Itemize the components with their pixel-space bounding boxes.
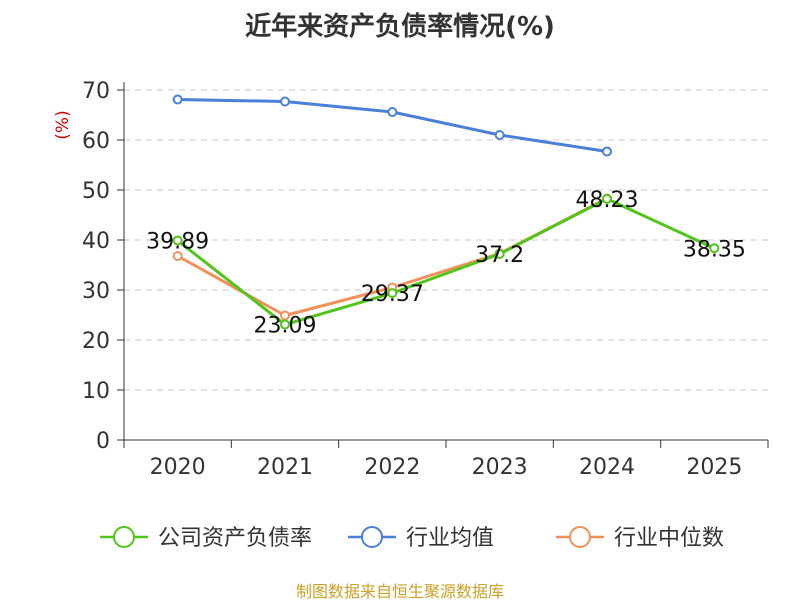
axes: 0 10 20 30 40 50 60 70 (%) 2020 2021 2022 2023 2024 20… (53, 79, 769, 480)
legend-label: 公司资产负债率 (158, 526, 312, 551)
x-tick-label: 2023 (472, 455, 528, 480)
data-label: 48.23 (576, 188, 639, 213)
series-point-1 (387, 107, 398, 117)
x-tick-label: 2024 (579, 455, 635, 480)
line-chart: 0 10 20 30 40 50 60 70 (%) 2020 2021 2022 2023 2024 20… (53, 79, 769, 551)
gridlines (124, 89, 768, 391)
series-point-0 (494, 249, 505, 259)
series-point-0 (709, 243, 720, 254)
series-point-1 (494, 130, 505, 140)
series-point-0 (172, 235, 183, 246)
series-line-0 (176, 197, 715, 327)
series-point-1 (172, 94, 183, 105)
data-source-note: 制图数据来自恒生聚源数据库 (295, 582, 504, 601)
data-label: 39.89 (146, 230, 209, 255)
y-tick-label: 10 (82, 379, 110, 404)
data-label: 37.2 (475, 243, 524, 268)
x-tick-label: 2020 (150, 455, 206, 480)
data-labels: 39.89 23.09 29.37 37.2 48.23 38.35 (146, 188, 746, 339)
legend-marker (569, 526, 591, 548)
legend: 公司资产负债率 行业均值 行业中位数 (100, 526, 724, 551)
legend-label: 行业中位数 (614, 526, 724, 551)
legend-marker (361, 526, 383, 548)
legend-label: 行业均值 (406, 526, 494, 551)
y-tick-label: 60 (82, 129, 110, 154)
series-point-0 (387, 288, 398, 299)
y-axis-label: (%) (53, 110, 73, 139)
x-tick-label: 2025 (686, 455, 742, 480)
y-tick-label: 30 (82, 279, 110, 304)
series-point-1 (280, 96, 290, 107)
y-tick-label: 40 (82, 229, 110, 254)
series-point-2 (280, 310, 290, 321)
x-tick-label: 2022 (364, 455, 420, 480)
data-label: 29.37 (361, 282, 424, 307)
data-label: 38.35 (683, 237, 746, 262)
series-point-0 (280, 319, 290, 330)
x-tick-label: 2021 (257, 455, 313, 480)
legend-marker (113, 526, 135, 548)
y-tick-label: 50 (82, 179, 110, 204)
y-tick-label: 70 (82, 79, 110, 104)
y-tick-label: 20 (82, 329, 110, 354)
chart-title: 近年来资产负债率情况(%) (245, 12, 555, 42)
data-label: 23.09 (254, 314, 317, 339)
y-tick-label: 0 (96, 429, 110, 454)
series-point-0 (602, 193, 612, 204)
series-lines (172, 94, 720, 330)
series-point-2 (172, 251, 183, 261)
series-point-1 (602, 146, 612, 157)
